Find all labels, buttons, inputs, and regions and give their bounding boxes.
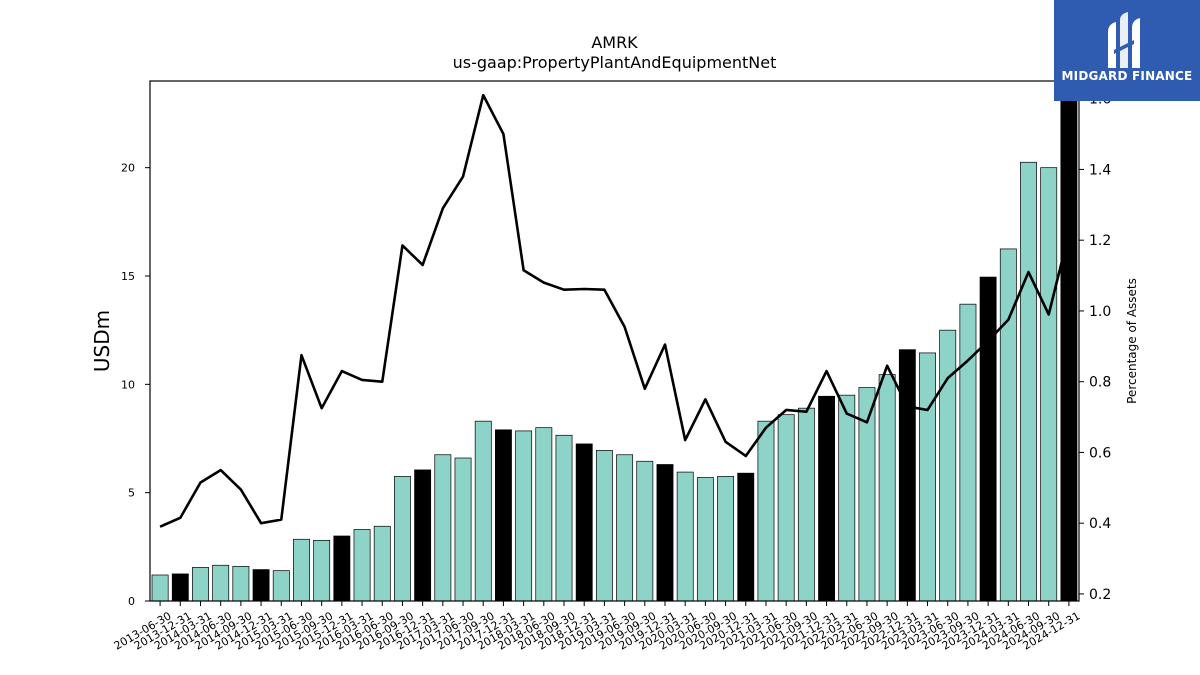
bar-2023-09-30 — [959, 303, 977, 602]
y-tick-label: 0 — [128, 595, 135, 608]
bar-2017-06-30 — [454, 457, 472, 602]
bar-2020-09-30 — [717, 476, 735, 602]
bar-2018-06-30 — [535, 427, 553, 602]
bar-2014-03-31 — [192, 567, 209, 602]
bar-series — [151, 80, 1078, 602]
bar-2022-03-31 — [838, 394, 856, 602]
x-axis: 2013-06-302013-12-312014-03-312014-06-30… — [112, 601, 1082, 653]
bar-2015-09-30 — [313, 539, 331, 602]
bar-2022-12-31 — [898, 349, 916, 602]
bar-2023-06-30 — [939, 329, 957, 602]
bar-2019-06-30 — [616, 454, 634, 602]
bar-2013-06-30 — [151, 574, 169, 602]
plot-frame — [149, 80, 1080, 602]
bar-2018-03-31 — [515, 430, 533, 602]
y2-tick-label: 1.2 — [1089, 233, 1111, 249]
chart-subtitle: us-gaap:PropertyPlantAndEquipmentNet — [453, 53, 777, 72]
bar-2021-06-30 — [777, 414, 795, 602]
y-axis-left: 0 5 10 15 20 — [121, 162, 150, 608]
bar-2019-09-30 — [636, 460, 654, 602]
bar-2014-06-30 — [212, 564, 230, 602]
bar-2020-03-31 — [676, 471, 694, 602]
bar-2018-09-30 — [555, 434, 573, 602]
bar-2017-09-30 — [474, 420, 492, 602]
y2-axis-label: Percentage of Assets — [1125, 278, 1139, 404]
bar-2016-09-30 — [394, 476, 411, 602]
bar-2023-12-31 — [979, 276, 997, 602]
bar-2024-03-31 — [999, 248, 1017, 602]
y-axis-label: USDm — [90, 310, 114, 372]
bar-2019-03-31 — [595, 450, 613, 602]
bar-2015-12-31 — [333, 535, 351, 602]
y2-tick-label: 1.4 — [1089, 162, 1111, 178]
bar-2017-12-31 — [495, 429, 512, 602]
bar-2024-12-31 — [1060, 80, 1078, 602]
bar-2018-12-31 — [575, 443, 593, 602]
midgard-finance-logo: MIDGARD FINANCE — [1054, 0, 1200, 101]
y2-tick-label: 1.0 — [1089, 304, 1111, 320]
bar-2016-12-31 — [414, 469, 432, 602]
bar-2015-06-30 — [293, 538, 310, 602]
y2-tick-label: 0.8 — [1089, 375, 1111, 391]
bar-2015-03-31 — [272, 570, 290, 602]
bar-2016-06-30 — [373, 525, 391, 602]
bar-2013-12-31 — [171, 573, 189, 602]
chart-title: AMRK — [591, 33, 638, 52]
bar-2016-03-31 — [353, 529, 371, 602]
bar-2024-09-30 — [1040, 167, 1058, 602]
bar-2020-06-30 — [696, 477, 714, 602]
bar-2021-09-30 — [797, 407, 815, 602]
bar-2024-06-30 — [1020, 161, 1037, 602]
bar-2014-12-31 — [252, 569, 270, 602]
logo-text: MIDGARD FINANCE — [1061, 69, 1193, 83]
bar-2017-03-31 — [434, 454, 452, 602]
midgard-logo-icon — [1108, 12, 1140, 68]
y2-tick-label: 0.2 — [1089, 587, 1111, 603]
y-tick-label: 10 — [121, 378, 135, 391]
percentage-line — [159, 93, 1071, 528]
bar-2020-12-31 — [737, 472, 755, 602]
bar-2022-09-30 — [878, 374, 896, 602]
bar-2014-09-30 — [232, 565, 250, 602]
bar-2021-03-31 — [757, 420, 775, 602]
y2-tick-label: 0.4 — [1089, 516, 1111, 532]
y-tick-label: 15 — [121, 270, 135, 283]
bar-2021-12-31 — [818, 395, 835, 602]
y-tick-label: 5 — [128, 487, 135, 500]
bar-2019-12-31 — [656, 464, 674, 602]
bar-2023-03-31 — [919, 352, 936, 602]
y-tick-label: 20 — [121, 162, 135, 175]
y2-tick-label: 0.6 — [1089, 445, 1111, 461]
y-axis-right: 0.20.40.60.81.01.21.41.6 — [1079, 92, 1111, 603]
